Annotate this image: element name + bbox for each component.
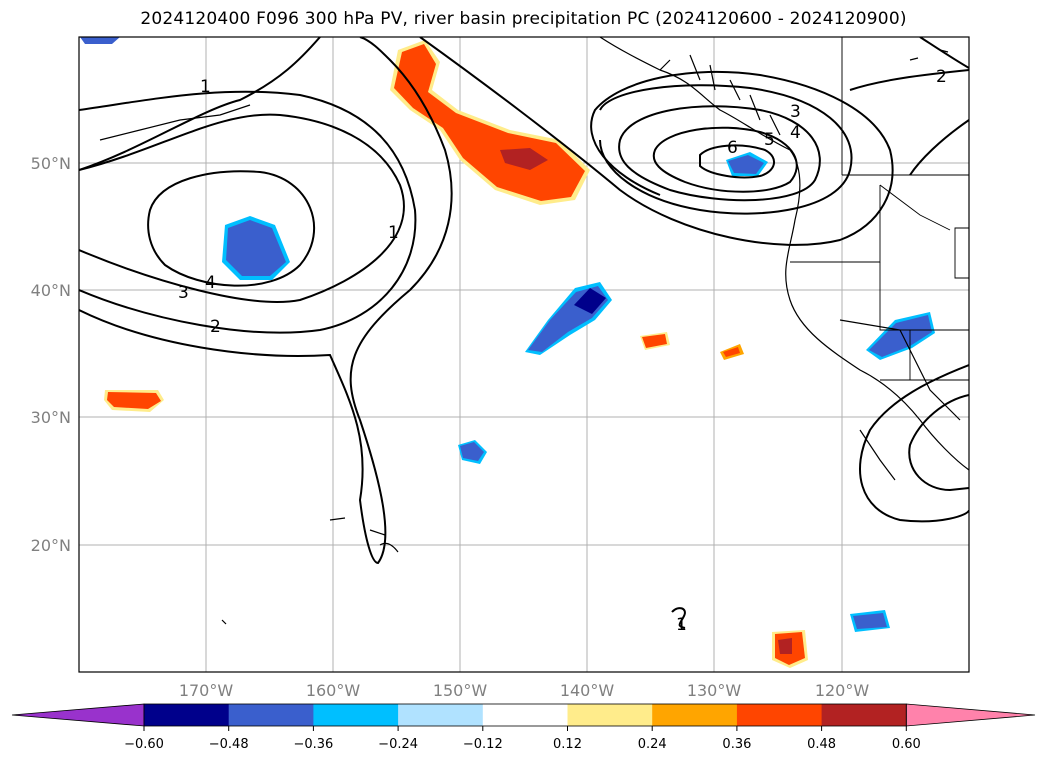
colorbar-tick-label: 0.24 <box>638 737 667 752</box>
precip-positive-band <box>390 40 590 205</box>
lon-label: 150°W <box>433 681 488 700</box>
colorbar-tick-label: 0.48 <box>807 737 836 752</box>
colorbar: −0.60 −0.48 −0.36 −0.24 −0.12 0.12 0.24 0.36 0.4… <box>11 703 1036 752</box>
contour-label: 4 <box>790 123 801 143</box>
lat-label: 50°N <box>31 154 71 173</box>
lat-labels: 50°N 40°N 30°N 20°N <box>31 154 71 555</box>
gridlines <box>79 37 969 672</box>
colorbar-segment <box>652 704 738 726</box>
colorbar-tick-label: 0.60 <box>892 737 921 752</box>
colorbar-tick-label: −0.60 <box>124 737 164 752</box>
precip-positive-patch-3 <box>640 332 670 350</box>
colorbar-tick-label: 0.12 <box>553 737 582 752</box>
contour-label: 2 <box>210 317 221 337</box>
lon-label: 120°W <box>815 681 870 700</box>
contour-label: 1 <box>388 223 399 243</box>
precip-positive-patch-4 <box>720 344 744 360</box>
contour-label: 3 <box>790 102 801 122</box>
colorbar-segment <box>567 704 653 726</box>
contour-label: 1 <box>200 77 211 97</box>
contour-label: 6 <box>727 138 738 158</box>
colorbar-segment <box>313 704 399 726</box>
colorbar-segment <box>736 704 823 726</box>
colorbar-tick-label: −0.36 <box>293 737 333 752</box>
lat-label: 30°N <box>31 408 71 427</box>
map-frame <box>78 36 970 673</box>
precip-negative-patch-1 <box>222 216 290 280</box>
colorbar-extend-low <box>11 703 145 727</box>
pv-contours <box>79 37 969 629</box>
coastlines <box>99 37 969 625</box>
contour-label: 5 <box>764 130 775 150</box>
colorbar-tick-label: −0.12 <box>463 737 503 752</box>
contour-label: 4 <box>205 273 216 293</box>
colorbar-segment <box>821 704 907 726</box>
precip-positive-patch-5 <box>772 630 808 668</box>
lon-label: 130°W <box>687 681 742 700</box>
precip-negative-patch-2 <box>525 282 612 355</box>
precip-negative-patch-7 <box>80 37 120 44</box>
precip-negative-patch-4 <box>726 152 768 176</box>
precip-negative-patch-6 <box>850 610 890 632</box>
colorbar-segment <box>228 704 314 726</box>
colorbar-frame <box>143 703 907 727</box>
map-title: 2024120400 F096 300 hPa PV, river basin … <box>140 9 907 29</box>
colorbar-segment <box>482 704 568 726</box>
lat-label: 20°N <box>31 536 71 555</box>
lon-label: 140°W <box>560 681 615 700</box>
colorbar-extend-high <box>905 703 1036 727</box>
contour-label: 2 <box>936 67 947 87</box>
colorbar-segment <box>398 704 484 726</box>
colorbar-tick-label: −0.48 <box>209 737 249 752</box>
precip-negative-patch-5 <box>866 312 935 360</box>
colorbar-tick-label: 0.36 <box>722 737 751 752</box>
precip-positive-patch-2 <box>104 390 164 412</box>
contour-labels: 1 2 3 4 2 3 4 5 6 1 1 <box>178 67 947 635</box>
contour-label: 3 <box>178 283 189 303</box>
colorbar-tick-label: −0.24 <box>378 737 418 752</box>
precip-negative-patch-3 <box>458 440 487 464</box>
contour-label: 1 <box>676 615 687 635</box>
lon-label: 170°W <box>179 681 234 700</box>
borders <box>790 37 969 381</box>
lon-labels: 170°W 160°W 150°W 140°W 130°W 120°W <box>179 681 870 700</box>
lon-label: 160°W <box>306 681 361 700</box>
lat-label: 40°N <box>31 281 71 300</box>
colorbar-segment <box>144 704 230 726</box>
